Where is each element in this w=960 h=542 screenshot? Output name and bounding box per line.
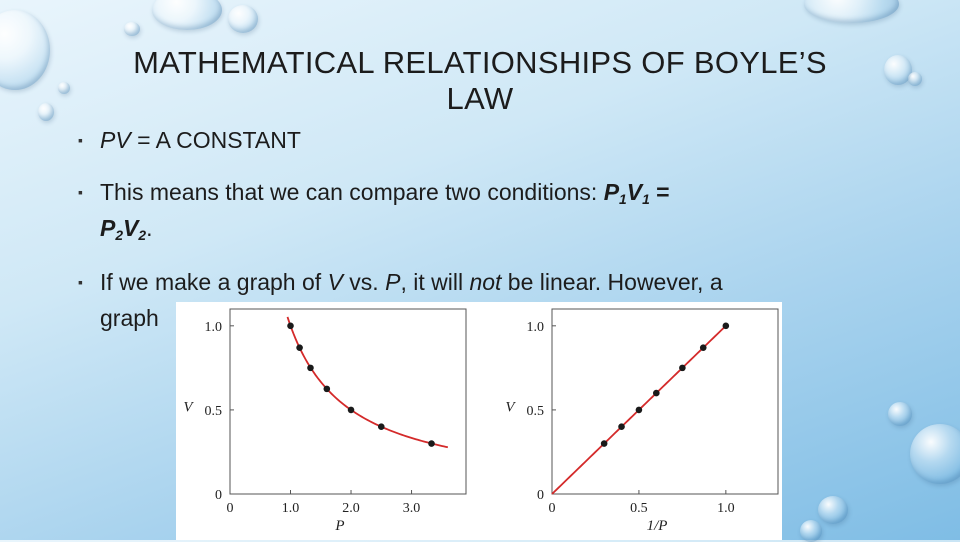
not-emphasis: not: [469, 269, 502, 295]
title-line-1: MATHEMATICAL RELATIONSHIPS OF BOYLE’S: [133, 45, 827, 80]
x-tick-label: 0.5: [630, 501, 648, 516]
x-tick-label: 1.0: [717, 501, 735, 516]
water-drop-decoration: [124, 22, 140, 36]
equals-sign: =: [649, 179, 670, 205]
y-tick-label: 0: [537, 488, 544, 503]
water-drop-decoration: [800, 520, 822, 542]
x-tick-label: 0: [549, 501, 556, 516]
water-drop-decoration: [228, 5, 258, 33]
data-point: [296, 344, 303, 351]
x-tick-label: 0: [227, 501, 234, 516]
plot-frame: [229, 308, 467, 495]
data-point: [635, 406, 643, 414]
chart-1: 0 1.0 2.0 3.0 0 0.5 1.0 P V: [183, 308, 467, 534]
data-point: [679, 364, 686, 372]
y-tick-label: 0.5: [205, 404, 223, 419]
p-term: P: [385, 269, 401, 295]
data-point: [699, 344, 707, 351]
data-point: [428, 440, 435, 447]
data-point: [653, 389, 660, 397]
x-tick-label: 1.0: [282, 501, 300, 516]
plot-frame: [551, 308, 779, 495]
x-axis-label: 1/P: [647, 518, 668, 534]
y-axis-label: V: [183, 400, 194, 416]
v2-term: V: [123, 215, 139, 241]
bullet-icon: ▪: [78, 184, 83, 200]
water-drop-decoration: [910, 424, 960, 484]
data-point: [347, 406, 355, 414]
x-axis-label: P: [334, 518, 344, 534]
water-drop-decoration: [818, 496, 848, 524]
bullet-3-text-c: , it will: [400, 269, 470, 295]
water-drop-decoration: [884, 55, 912, 85]
p2-term: P: [100, 215, 116, 241]
bullet-3-text-a: If we make a graph of: [100, 269, 328, 295]
bullet-icon: ▪: [78, 274, 83, 290]
water-drop-decoration: [152, 0, 222, 30]
data-point: [287, 322, 294, 330]
data-point: [618, 423, 625, 431]
title-line-2: LAW: [446, 81, 514, 116]
v-term: V: [327, 269, 343, 295]
bullet-1-text: = A CONSTANT: [130, 127, 301, 153]
water-drop-decoration: [58, 82, 70, 94]
period: .: [146, 215, 153, 241]
v1-term: V: [626, 179, 643, 205]
boyles-law-graphs: 0 1.0 2.0 3.0 0 0.5 1.0 P V 0 0.5 1.0 0 0.5 1.0 1/P V: [176, 302, 782, 540]
v2-subscript: 2: [138, 228, 147, 243]
v1-subscript: 1: [642, 192, 650, 207]
bullet-3-text-b: vs.: [342, 269, 386, 295]
p1-term: P: [603, 179, 620, 205]
y-tick-label: 1.0: [205, 320, 223, 335]
bullet-icon: ▪: [78, 132, 83, 148]
fit-curve: [286, 316, 449, 449]
chart-2: 0 0.5 1.0 0 0.5 1.0 1/P V: [505, 308, 779, 534]
bullet-3-text-d: be linear. However, a: [501, 269, 723, 295]
water-drop-decoration: [0, 10, 50, 90]
y-tick-label: 0.5: [527, 404, 545, 419]
water-drop-decoration: [908, 72, 922, 86]
y-axis-label: V: [505, 400, 516, 416]
pv-term: PV: [100, 127, 131, 153]
data-point: [377, 423, 385, 431]
p2-subscript: 2: [115, 228, 124, 243]
slide-title: MATHEMATICAL RELATIONSHIPS OF BOYLE’S LA…: [70, 45, 890, 117]
water-drop-decoration: [888, 402, 912, 426]
x-tick-label: 2.0: [342, 501, 360, 516]
data-point: [307, 364, 314, 372]
data-point: [722, 322, 730, 330]
x-tick-label: 3.0: [403, 501, 421, 516]
p1-subscript: 1: [619, 192, 627, 207]
bullet-2-text: This means that we can compare two condi…: [100, 179, 604, 205]
y-tick-label: 1.0: [527, 320, 545, 335]
bullet-3-line-2: graph: [100, 305, 159, 331]
data-point: [323, 385, 331, 393]
y-tick-label: 0: [215, 488, 222, 503]
charts-svg: 0 1.0 2.0 3.0 0 0.5 1.0 P V 0 0.5 1.0 0 0.5 1.0 1/P V: [183, 308, 779, 534]
data-point: [600, 440, 608, 447]
water-drop-decoration: [38, 103, 54, 121]
water-drop-decoration: [804, 0, 899, 23]
